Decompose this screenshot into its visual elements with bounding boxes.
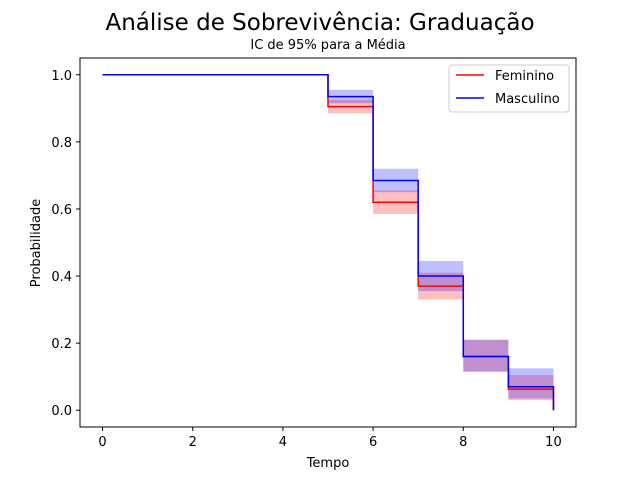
y-tick-label: 0.6 <box>51 203 72 218</box>
confidence-bands <box>328 89 554 401</box>
plot-frame <box>79 57 577 428</box>
x-tick-label: 0 <box>98 435 106 450</box>
ci-band-feminino <box>508 375 554 401</box>
ci-band-feminino <box>463 339 509 372</box>
series-line-masculino <box>102 74 555 411</box>
y-tick-label: 0.8 <box>51 136 72 151</box>
x-axis-label: Tempo <box>306 456 350 471</box>
ci-band-masculino <box>463 339 509 372</box>
plot-area <box>79 57 577 428</box>
chart-subtitle: IC de 95% para a Média <box>250 38 405 53</box>
y-tick-label: 0.4 <box>51 270 72 285</box>
x-tick-label: 2 <box>189 435 197 450</box>
x-axis: 0 2 4 6 8 10 <box>98 427 562 450</box>
x-tick-label: 8 <box>459 435 467 450</box>
x-tick-label: 4 <box>279 435 287 450</box>
chart-title: Análise de Sobrevivência: Graduação <box>105 10 534 36</box>
ci-band-masculino <box>508 368 554 399</box>
legend-box <box>448 64 570 113</box>
y-axis-label: Probabilidade <box>29 199 44 287</box>
x-tick-label: 10 <box>545 435 562 450</box>
legend-label-feminino: Feminino <box>495 69 554 84</box>
series-lines <box>102 74 555 411</box>
y-axis: 0.0 0.2 0.4 0.6 0.8 1.0 <box>51 69 80 419</box>
x-tick-label: 6 <box>369 435 377 450</box>
legend-label-masculino: Masculino <box>495 92 560 107</box>
y-tick-label: 0.0 <box>51 404 72 419</box>
y-tick-label: 1.0 <box>51 69 72 84</box>
legend: Feminino Masculino <box>448 64 570 113</box>
y-tick-label: 0.2 <box>51 337 72 352</box>
series-line-feminino <box>102 74 555 411</box>
